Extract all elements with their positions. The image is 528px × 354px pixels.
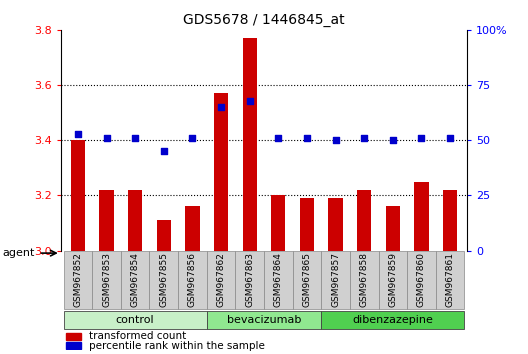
- Point: [246, 98, 254, 103]
- FancyBboxPatch shape: [92, 251, 121, 309]
- Text: dibenzazepine: dibenzazepine: [352, 315, 433, 325]
- Text: GSM967854: GSM967854: [130, 252, 140, 307]
- Bar: [242, 38, 257, 251]
- Point: [446, 135, 454, 141]
- Text: GSM967857: GSM967857: [331, 252, 340, 307]
- Bar: [385, 206, 400, 251]
- FancyBboxPatch shape: [293, 251, 321, 309]
- Point: [102, 135, 111, 141]
- Text: GSM967855: GSM967855: [159, 252, 168, 307]
- Point: [131, 135, 139, 141]
- Bar: [271, 195, 286, 251]
- Text: GSM967863: GSM967863: [245, 252, 254, 307]
- Text: GDS5678 / 1446845_at: GDS5678 / 1446845_at: [183, 12, 345, 27]
- FancyBboxPatch shape: [149, 251, 178, 309]
- Text: GSM967853: GSM967853: [102, 252, 111, 307]
- Point: [417, 135, 426, 141]
- FancyBboxPatch shape: [321, 251, 350, 309]
- FancyBboxPatch shape: [436, 251, 465, 309]
- FancyBboxPatch shape: [121, 251, 149, 309]
- Text: GSM967864: GSM967864: [274, 252, 283, 307]
- Bar: [357, 190, 371, 251]
- Bar: [214, 93, 228, 251]
- Text: GSM967861: GSM967861: [446, 252, 455, 307]
- Text: transformed count: transformed count: [89, 331, 186, 342]
- Text: GSM967860: GSM967860: [417, 252, 426, 307]
- FancyBboxPatch shape: [63, 251, 92, 309]
- Point: [389, 137, 397, 143]
- Text: control: control: [116, 315, 155, 325]
- FancyBboxPatch shape: [321, 311, 465, 329]
- Point: [74, 131, 82, 137]
- Bar: [328, 198, 343, 251]
- Point: [303, 135, 311, 141]
- Text: GSM967858: GSM967858: [360, 252, 369, 307]
- FancyBboxPatch shape: [407, 251, 436, 309]
- Bar: [157, 220, 171, 251]
- Bar: [99, 190, 114, 251]
- Point: [274, 135, 282, 141]
- Text: GSM967856: GSM967856: [188, 252, 197, 307]
- FancyBboxPatch shape: [207, 251, 235, 309]
- FancyBboxPatch shape: [63, 311, 207, 329]
- Text: bevacizumab: bevacizumab: [227, 315, 301, 325]
- Bar: [300, 198, 314, 251]
- FancyBboxPatch shape: [379, 251, 407, 309]
- Text: GSM967865: GSM967865: [303, 252, 312, 307]
- Point: [159, 148, 168, 154]
- Text: GSM967859: GSM967859: [388, 252, 398, 307]
- Point: [360, 135, 369, 141]
- Text: GSM967862: GSM967862: [216, 252, 225, 307]
- Bar: [443, 190, 457, 251]
- Bar: [67, 342, 81, 349]
- Point: [188, 135, 196, 141]
- Bar: [414, 182, 429, 251]
- Text: GSM967852: GSM967852: [73, 252, 82, 307]
- FancyBboxPatch shape: [264, 251, 293, 309]
- FancyBboxPatch shape: [235, 251, 264, 309]
- Bar: [67, 333, 81, 340]
- Bar: [128, 190, 143, 251]
- FancyBboxPatch shape: [207, 311, 321, 329]
- Text: agent: agent: [3, 248, 35, 258]
- Text: percentile rank within the sample: percentile rank within the sample: [89, 341, 265, 350]
- Point: [217, 104, 225, 110]
- Point: [332, 137, 340, 143]
- FancyBboxPatch shape: [350, 251, 379, 309]
- Bar: [185, 206, 200, 251]
- Bar: [71, 140, 85, 251]
- FancyBboxPatch shape: [178, 251, 207, 309]
